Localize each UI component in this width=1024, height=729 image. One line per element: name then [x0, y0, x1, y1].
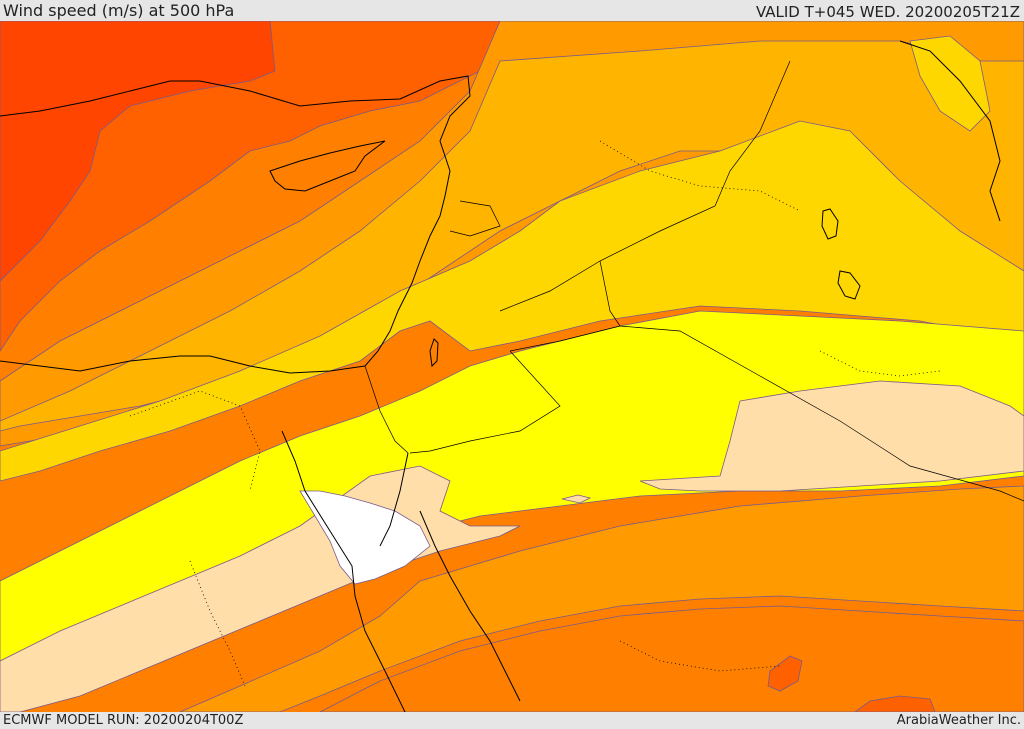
map-header: Wind speed (m/s) at 500 hPa VALID T+045 …	[0, 0, 1024, 21]
band-orange-south	[319, 605, 1024, 712]
border-5	[364, 365, 409, 454]
model-run-label: ECMWF MODEL RUN: 20200204T00Z	[3, 713, 244, 728]
valid-time-label: VALID T+045 WED. 20200205T21Z	[755, 3, 1020, 21]
border-3	[599, 260, 621, 327]
coastlines	[0, 40, 1001, 712]
border-6	[449, 200, 501, 237]
coastline-levant	[364, 195, 446, 367]
band-gold-patch-ne	[909, 35, 991, 132]
coastline-lake-1	[821, 208, 839, 240]
borders	[364, 60, 1024, 502]
band-white	[299, 490, 431, 585]
border-2	[499, 60, 791, 312]
coastline-turkey-south	[0, 75, 471, 197]
admin-line-1	[129, 390, 261, 492]
map-footer: ECMWF MODEL RUN: 20200204T00Z ArabiaWeat…	[0, 712, 1024, 729]
wind-speed-map	[0, 21, 1024, 712]
band-orange-light-south	[179, 485, 1024, 712]
band-peach-east	[639, 380, 1024, 492]
coastline-cyprus	[269, 140, 386, 192]
admin-lines	[129, 140, 941, 687]
band-red-orange-spot	[767, 655, 803, 692]
coastline-egypt-north	[0, 355, 366, 374]
coastline-red-sea-east	[419, 510, 521, 702]
band-gold	[0, 120, 1024, 482]
admin-line-5	[189, 560, 246, 687]
coastline-ne	[899, 40, 1001, 222]
map-title: Wind speed (m/s) at 500 hPa	[3, 1, 235, 20]
coastline-gulf-of-suez	[281, 430, 406, 712]
band-red-core	[0, 21, 276, 282]
admin-line-3	[819, 350, 941, 377]
coastline-dead-sea	[429, 338, 439, 368]
coastline-lake-2	[837, 270, 861, 300]
border-4	[409, 350, 561, 454]
band-peach-islet	[561, 494, 592, 504]
band-red-orange-spot-se	[854, 695, 936, 712]
coastline-gulf-of-aqaba	[379, 452, 409, 547]
credit-label: ArabiaWeather Inc.	[896, 713, 1021, 728]
border-1	[509, 325, 1024, 502]
wind-speed-map-canvas	[0, 21, 1024, 712]
